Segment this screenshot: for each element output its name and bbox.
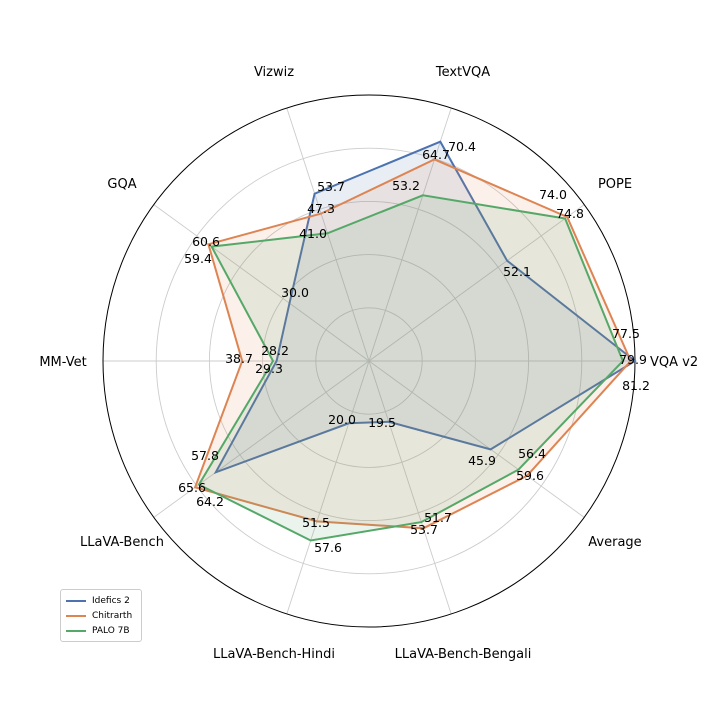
value-label: 64.2 [196, 494, 224, 509]
axis-label-mm-vet: MM-Vet [39, 355, 86, 370]
series-fill-idefics-2 [215, 141, 636, 473]
value-label: 57.6 [314, 540, 342, 555]
value-label: 64.7 [422, 147, 450, 162]
axis-label-average: Average [588, 535, 641, 550]
legend-swatch [66, 599, 86, 602]
grid-spoke [153, 204, 370, 362]
legend-label: Chitrarth [92, 610, 133, 621]
value-label: 20.0 [328, 412, 356, 427]
value-label: 70.4 [448, 139, 476, 154]
value-label: 79.9 [619, 352, 647, 367]
value-label: 77.5 [612, 326, 640, 341]
legend-label: PALO 7B [92, 625, 130, 636]
value-label: 56.4 [518, 446, 546, 461]
value-label: 53.7 [410, 522, 438, 537]
axis-label-gqa: GQA [107, 177, 136, 192]
grid-spoke [368, 360, 452, 615]
value-label: 41.0 [299, 226, 327, 241]
value-labels: 70.464.7 53.2 74.0 74.8 52.1 77.5 79.9 81.2 53.7… [178, 139, 650, 555]
value-label: 60.6 [192, 234, 220, 249]
value-label: 74.8 [556, 206, 584, 221]
axis-label-pope: POPE [598, 177, 632, 192]
axis-label-vqa-v2: VQA v2 [650, 355, 698, 370]
grid-spoke [153, 360, 370, 518]
value-label: 65.6 [178, 480, 206, 495]
series-line-palo-7b [197, 194, 625, 542]
grid-spoke [368, 107, 452, 362]
value-label: 30.0 [281, 285, 309, 300]
value-label: 29.3 [255, 361, 283, 376]
polar-grid [102, 94, 636, 628]
legend-item-palo-7b: PALO 7B [66, 623, 135, 638]
value-label: 28.2 [261, 343, 289, 358]
value-label: 53.2 [392, 178, 420, 193]
legend-swatch [66, 629, 86, 632]
value-label: 38.7 [225, 351, 253, 366]
value-label: 81.2 [622, 378, 650, 393]
value-label: 57.8 [191, 448, 219, 463]
value-label: 52.1 [503, 264, 531, 279]
legend-label: Idefics 2 [92, 595, 130, 606]
axis-label-llava-bench-bengali: LLaVA-Bench-Bengali [395, 647, 532, 662]
legend-item-idefics-2: Idefics 2 [66, 593, 135, 608]
value-label: 19.5 [368, 415, 396, 430]
value-label: 59.4 [184, 251, 212, 266]
series-fill-chitrarth [195, 159, 631, 529]
value-label: 45.9 [468, 453, 496, 468]
series-fill-palo-7b [198, 195, 623, 541]
grid-spoke [286, 360, 370, 615]
axis-label-vizwiz: Vizwiz [254, 65, 294, 80]
value-label: 59.6 [516, 468, 544, 483]
axis-label-llava-bench-hindi: LLaVA-Bench-Hindi [213, 647, 335, 662]
value-label: 47.3 [307, 201, 335, 216]
legend-swatch [66, 614, 86, 617]
grid-spoke [286, 107, 370, 362]
value-label: 53.7 [317, 179, 345, 194]
legend-item-chitrarth: Chitrarth [66, 608, 135, 623]
series-line-idefics-2 [213, 140, 637, 475]
axis-label-textvqa: TextVQA [435, 65, 490, 80]
value-label: 74.0 [539, 187, 567, 202]
grid-spoke [368, 204, 585, 362]
value-label: 51.7 [424, 510, 452, 525]
grid-spoke [368, 360, 585, 518]
value-label: 51.5 [302, 515, 330, 530]
axis-label-llava-bench: LLaVA-Bench [80, 535, 164, 550]
axis-labels: VQA v2 POPE TextVQA Vizwiz GQA MM-Vet LLaVA-Be… [39, 65, 698, 662]
series-layer [193, 140, 637, 542]
legend: Idefics 2 Chitrarth PALO 7B [60, 589, 142, 642]
series-line-chitrarth [193, 158, 632, 530]
